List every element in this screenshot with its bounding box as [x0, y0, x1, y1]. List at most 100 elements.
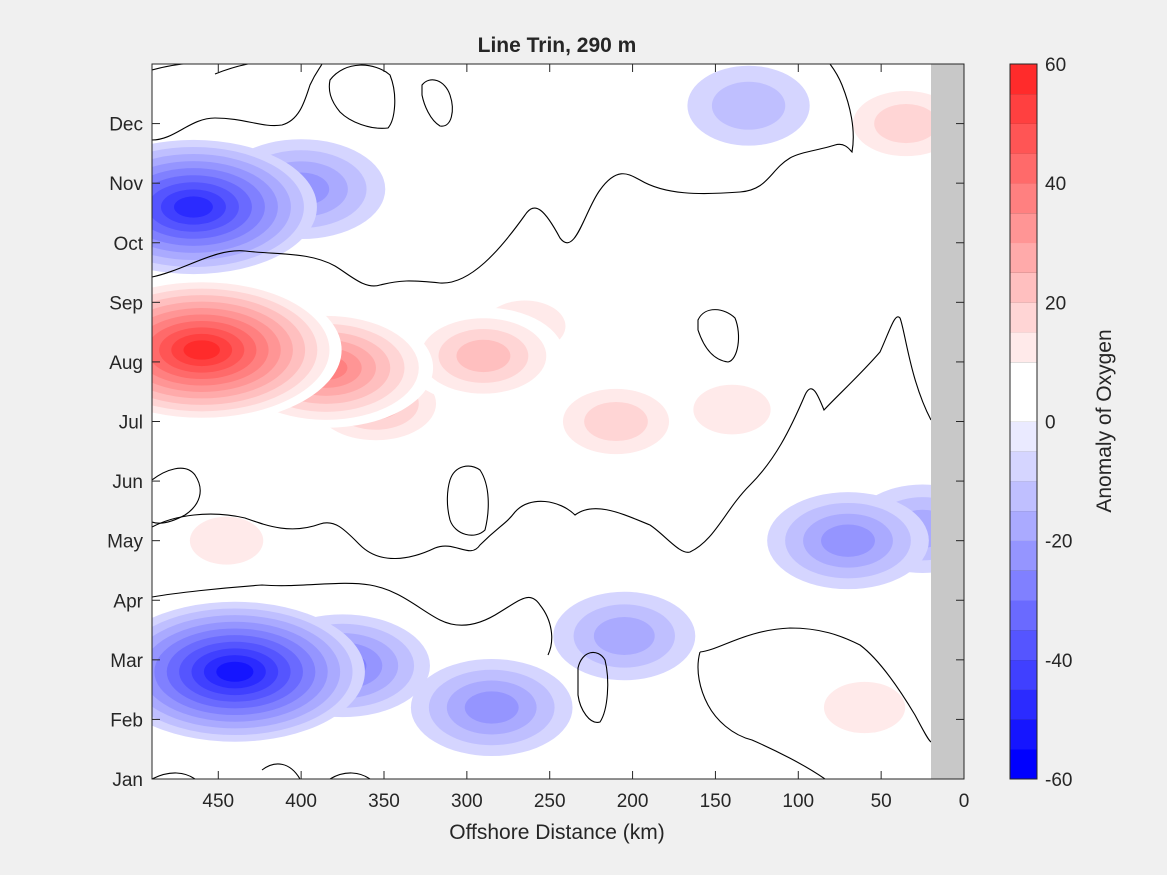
colorbar-band	[1010, 93, 1037, 124]
zero-contour	[261, 763, 301, 779]
zero-contour	[329, 772, 371, 779]
contour-band	[216, 661, 254, 682]
zero-contour-lines	[152, 64, 932, 779]
x-tick-label: 0	[959, 791, 970, 812]
contour-band	[152, 64, 245, 133]
zero-contour	[152, 772, 196, 779]
x-tick-label: 400	[285, 791, 317, 812]
y-tick-label: Jun	[112, 472, 143, 493]
colorbar-band	[1010, 540, 1037, 571]
colorbar-band	[1010, 302, 1037, 333]
zero-contour	[152, 316, 932, 560]
y-tick-label: Dec	[109, 115, 143, 136]
x-tick-label: 300	[451, 791, 483, 812]
zero-contour	[699, 627, 932, 743]
zero-contour	[152, 64, 323, 141]
colorbar-tick-label: -60	[1045, 770, 1072, 791]
contour-band	[874, 104, 938, 144]
x-tick-label: 150	[700, 791, 732, 812]
colorbar-label: Anomaly of Oxygen	[1093, 329, 1116, 512]
colorbar-band	[1010, 332, 1037, 363]
anomaly-negative-7	[553, 591, 696, 681]
colorbar-tick-label: -40	[1045, 651, 1072, 672]
zero-contour	[152, 582, 553, 656]
zero-contour	[697, 309, 740, 363]
colorbar-band	[1010, 719, 1037, 750]
y-tick-label: Jul	[119, 413, 143, 434]
colorbar-band	[1010, 600, 1037, 631]
anomaly-negative-19	[152, 601, 365, 742]
y-axis: Jan Feb Mar Apr May Jun Jul Aug Sep Oct Nov Dec	[107, 115, 964, 791]
anomaly-positive-20	[152, 275, 342, 425]
zero-contour	[214, 64, 249, 75]
colorbar-band	[1010, 630, 1037, 661]
x-tick-label: 50	[871, 791, 892, 812]
y-tick-label: Jan	[112, 770, 143, 791]
zero-contour	[446, 465, 489, 536]
anomaly-negative-3	[687, 65, 810, 146]
contour-band	[823, 681, 906, 734]
colorbar-tick-label: -20	[1045, 532, 1072, 553]
chart-title: Line Trin, 290 m	[478, 34, 637, 57]
contour-band	[747, 197, 867, 276]
colorbar-band	[1010, 570, 1037, 601]
colorbar-band	[1010, 183, 1037, 214]
colorbar-band	[1010, 391, 1037, 422]
colorbar-ticks: 60 40 20 0 -20 -40 -60	[1045, 55, 1072, 791]
anomaly-negative-18	[152, 139, 317, 275]
anomaly-positive-6	[796, 664, 933, 751]
contour-band	[584, 401, 648, 442]
anomaly-negative-14	[767, 492, 929, 590]
y-tick-label: Oct	[113, 234, 143, 255]
colorbar-tick-label: 20	[1045, 293, 1066, 314]
colorbar-band	[1010, 689, 1037, 720]
zero-contour	[577, 651, 609, 723]
colorbar-tick-label: 0	[1045, 413, 1056, 434]
zero-contour	[421, 79, 453, 127]
y-tick-label: Feb	[110, 710, 143, 731]
y-tick-label: May	[107, 532, 143, 553]
colorbar-band	[1010, 153, 1037, 184]
x-tick-label: 250	[534, 791, 566, 812]
contour-band	[711, 81, 786, 130]
contour-band	[189, 516, 264, 565]
colorbar-band	[1010, 510, 1037, 541]
colorbar-band	[1010, 64, 1037, 95]
contour-band	[456, 339, 511, 373]
y-tick-label: Aug	[109, 353, 143, 374]
contour-band	[464, 691, 519, 724]
colorbar-box	[1009, 63, 1038, 780]
anomaly-positive-4	[667, 368, 797, 451]
contour-band	[173, 196, 213, 218]
y-tick-label: Sep	[109, 293, 143, 314]
x-tick-label: 100	[782, 791, 814, 812]
y-tick-label: Apr	[113, 591, 143, 612]
zero-contour	[328, 64, 396, 129]
anomaly-positive-12	[402, 307, 565, 405]
colorbar	[1010, 63, 1037, 780]
colorbar-band	[1010, 242, 1037, 273]
contour-band	[821, 524, 875, 557]
colorbar-tick-label: 40	[1045, 174, 1066, 195]
anomaly-positive-1	[152, 64, 245, 133]
contour-band	[183, 340, 220, 360]
colorbar-tick-label: 60	[1045, 55, 1066, 76]
zero-contour	[152, 467, 201, 524]
colorbar-band	[1010, 421, 1037, 452]
colorbar-band	[1010, 659, 1037, 690]
colorbar-band	[1010, 361, 1037, 393]
x-axis-label: Offshore Distance (km)	[449, 821, 665, 844]
x-tick-label: 450	[202, 791, 234, 812]
colorbar-band	[1010, 749, 1037, 780]
anomaly-positive-9	[541, 375, 691, 468]
colorbar-band	[1010, 212, 1037, 244]
colorbar-band	[1010, 481, 1037, 512]
y-tick-label: Nov	[109, 174, 143, 195]
anomaly-positive-2	[165, 500, 288, 581]
contour-band	[693, 384, 771, 435]
contour-fills	[152, 64, 964, 757]
anomaly-positive-0	[747, 197, 867, 276]
colorbar-band	[1010, 123, 1037, 154]
contour-band	[593, 617, 655, 655]
